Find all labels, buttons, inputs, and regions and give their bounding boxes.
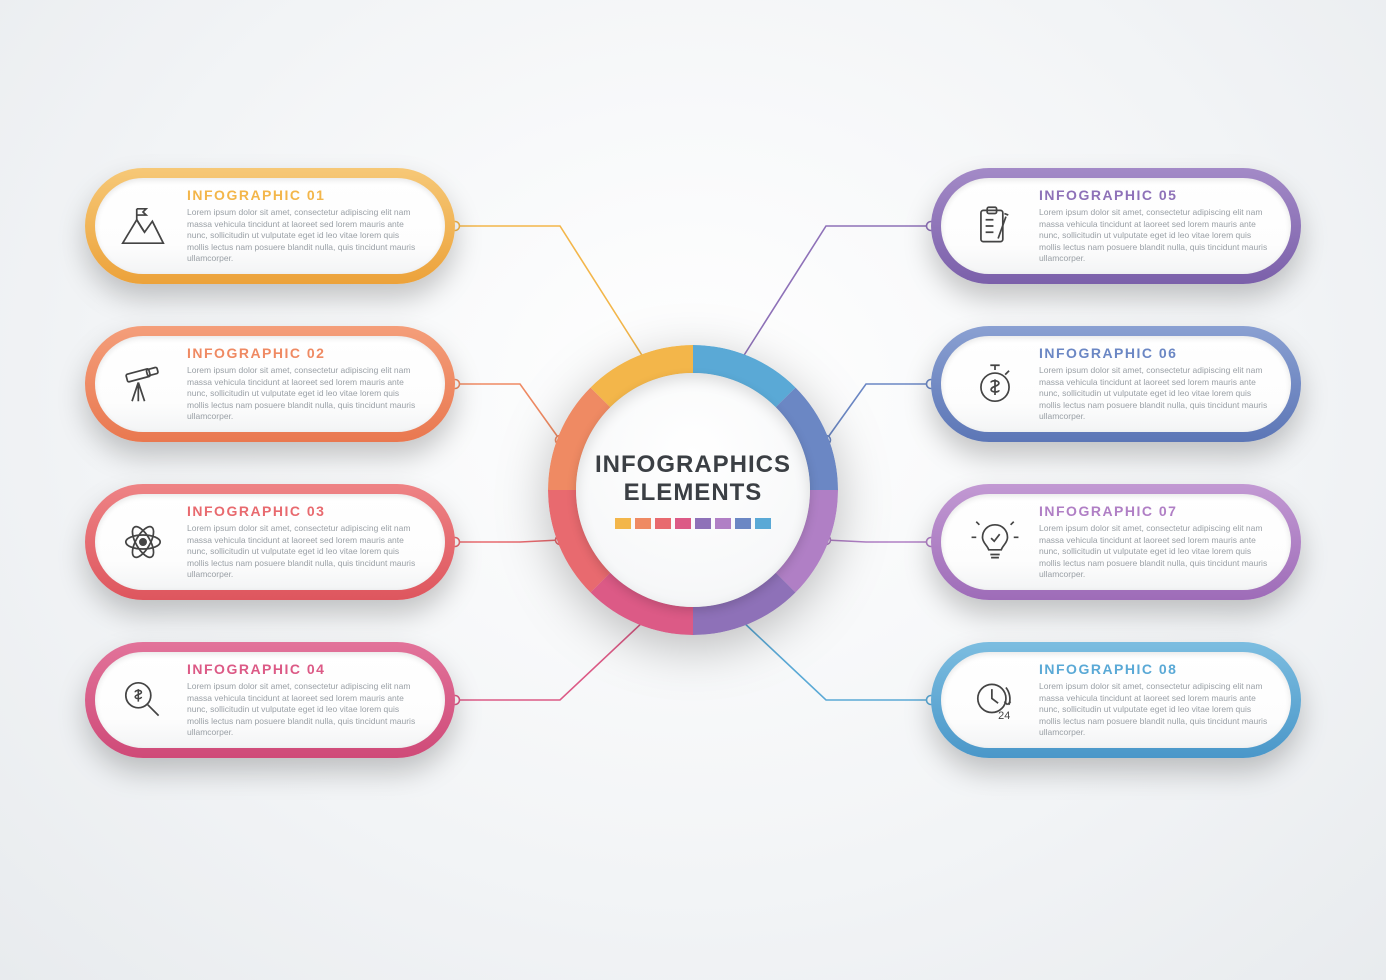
pill-desc: Lorem ipsum dolor sit amet, consectetur … [187,523,421,580]
pill-title: INFOGRAPHIC 08 [1039,661,1273,677]
pill-title: INFOGRAPHIC 05 [1039,187,1273,203]
pill-panel: INFOGRAPHIC 03 Lorem ipsum dolor sit ame… [95,494,445,590]
mountain-flag-icon [113,196,173,256]
pill-text: INFOGRAPHIC 05 Lorem ipsum dolor sit ame… [1039,187,1273,264]
pill-desc: Lorem ipsum dolor sit amet, consectetur … [1039,523,1273,580]
pill-text: INFOGRAPHIC 07 Lorem ipsum dolor sit ame… [1039,503,1273,580]
hub-swatches [615,518,771,529]
pill-desc: Lorem ipsum dolor sit amet, consectetur … [1039,207,1273,264]
hub-title: INFOGRAPHICSELEMENTS [595,451,791,506]
pill-panel: INFOGRAPHIC 04 Lorem ipsum dolor sit ame… [95,652,445,748]
center-hub: INFOGRAPHICSELEMENTS [548,345,838,635]
pill-title: INFOGRAPHIC 04 [187,661,421,677]
pill-panel: INFOGRAPHIC 05 Lorem ipsum dolor sit ame… [941,178,1291,274]
pill-4: INFOGRAPHIC 04 Lorem ipsum dolor sit ame… [85,642,455,758]
pill-text: INFOGRAPHIC 01 Lorem ipsum dolor sit ame… [187,187,421,264]
swatch [755,518,771,529]
pill-5: INFOGRAPHIC 05 Lorem ipsum dolor sit ame… [931,168,1301,284]
dollar-magnify-icon [113,670,173,730]
pill-2: INFOGRAPHIC 02 Lorem ipsum dolor sit ame… [85,326,455,442]
telescope-icon [113,354,173,414]
hub-inner: INFOGRAPHICSELEMENTS [576,373,810,607]
pill-title: INFOGRAPHIC 03 [187,503,421,519]
infographic-stage: { "type":"infographic", "canvas":{"w":13… [0,0,1386,980]
pill-title: INFOGRAPHIC 07 [1039,503,1273,519]
swatch [615,518,631,529]
pill-panel: INFOGRAPHIC 02 Lorem ipsum dolor sit ame… [95,336,445,432]
svg-text:24: 24 [998,710,1010,722]
pill-title: INFOGRAPHIC 06 [1039,345,1273,361]
pill-desc: Lorem ipsum dolor sit amet, consectetur … [1039,365,1273,422]
pill-desc: Lorem ipsum dolor sit amet, consectetur … [187,365,421,422]
pill-panel: INFOGRAPHIC 01 Lorem ipsum dolor sit ame… [95,178,445,274]
pill-desc: Lorem ipsum dolor sit amet, consectetur … [187,681,421,738]
pill-3: INFOGRAPHIC 03 Lorem ipsum dolor sit ame… [85,484,455,600]
pill-desc: Lorem ipsum dolor sit amet, consectetur … [1039,681,1273,738]
stopwatch-dollar-icon [965,354,1025,414]
swatch [715,518,731,529]
pill-panel: INFOGRAPHIC 07 Lorem ipsum dolor sit ame… [941,494,1291,590]
pill-6: INFOGRAPHIC 06 Lorem ipsum dolor sit ame… [931,326,1301,442]
pill-text: INFOGRAPHIC 03 Lorem ipsum dolor sit ame… [187,503,421,580]
swatch [735,518,751,529]
pill-8: 24 INFOGRAPHIC 08 Lorem ipsum dolor sit … [931,642,1301,758]
pill-title: INFOGRAPHIC 01 [187,187,421,203]
pill-title: INFOGRAPHIC 02 [187,345,421,361]
pill-text: INFOGRAPHIC 08 Lorem ipsum dolor sit ame… [1039,661,1273,738]
pill-1: INFOGRAPHIC 01 Lorem ipsum dolor sit ame… [85,168,455,284]
pill-desc: Lorem ipsum dolor sit amet, consectetur … [187,207,421,264]
pill-7: INFOGRAPHIC 07 Lorem ipsum dolor sit ame… [931,484,1301,600]
pill-text: INFOGRAPHIC 04 Lorem ipsum dolor sit ame… [187,661,421,738]
pill-text: INFOGRAPHIC 06 Lorem ipsum dolor sit ame… [1039,345,1273,422]
swatch [675,518,691,529]
pill-text: INFOGRAPHIC 02 Lorem ipsum dolor sit ame… [187,345,421,422]
swatch [635,518,651,529]
swatch [695,518,711,529]
pill-panel: INFOGRAPHIC 06 Lorem ipsum dolor sit ame… [941,336,1291,432]
pill-panel: 24 INFOGRAPHIC 08 Lorem ipsum dolor sit … [941,652,1291,748]
clipboard-icon [965,196,1025,256]
clock-24-icon: 24 [965,670,1025,730]
swatch [655,518,671,529]
atom-icon [113,512,173,572]
lightbulb-check-icon [965,512,1025,572]
